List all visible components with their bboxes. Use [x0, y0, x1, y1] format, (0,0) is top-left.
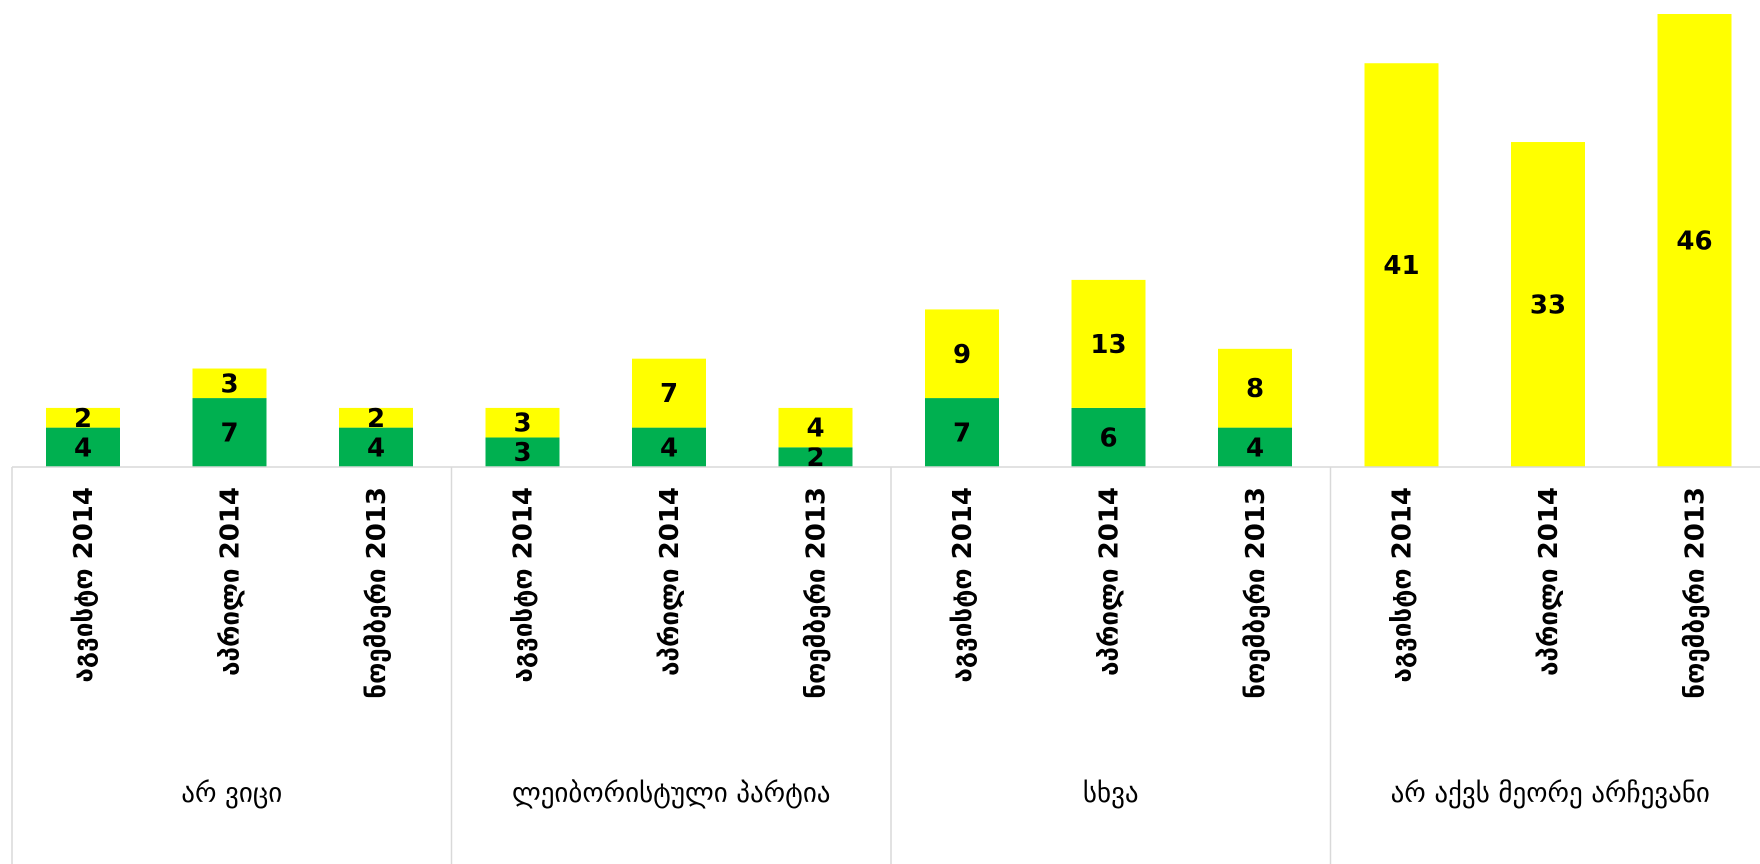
tick-label: აპრილი 2014	[655, 487, 685, 676]
bar-series2-10	[1364, 63, 1439, 467]
data-label-series1-9: 4	[1246, 433, 1264, 463]
data-label-series1-5: 4	[660, 433, 678, 463]
bar-series2-3	[339, 407, 413, 428]
bar-series2-1	[46, 407, 120, 428]
data-label-series1-6: 2	[806, 443, 824, 473]
data-label-series2-7: 9	[953, 340, 971, 370]
bar-series1-7	[925, 398, 999, 467]
bar-series2-9	[1218, 348, 1292, 428]
data-label-series2-1: 2	[74, 404, 92, 434]
data-label-series2-9: 8	[1246, 374, 1264, 404]
bar-series2-12	[1657, 14, 1732, 467]
bar-series1-2	[192, 398, 267, 467]
tick-label: აგვისტო 2014	[1388, 487, 1418, 682]
data-label-series2-4: 3	[513, 409, 531, 439]
bar-series1-4	[485, 437, 560, 467]
tick-label: აპრილი 2014	[1534, 487, 1564, 676]
bar-series2-4	[485, 407, 560, 438]
tick-label: ნოემბერი 2013	[362, 487, 392, 699]
bar-series1-5	[632, 427, 706, 467]
tick-label: ნოემბერი 2013	[1241, 487, 1271, 699]
tick-label: ნოემბერი 2013	[1681, 487, 1711, 699]
bar-series1-1	[46, 427, 120, 467]
tick-label: აპრილი 2014	[216, 487, 246, 676]
bar-series2-11	[1511, 142, 1585, 468]
data-label-series2-11: 33	[1530, 291, 1566, 321]
category-axis: აგვისტო 2014 აპრილი 2014 ნოემბერი 2013 არ ვ…	[11, 466, 1760, 864]
group-label: არ ვიცი	[181, 778, 282, 809]
data-label-series2-5: 7	[660, 379, 678, 409]
data-label-series2-8: 13	[1090, 330, 1126, 360]
bar-series2-2	[192, 368, 267, 399]
data-label-series1-4: 3	[513, 438, 531, 468]
data-label-series2-6: 4	[806, 414, 824, 444]
bar-series1-3	[339, 427, 413, 467]
data-label-series1-7: 7	[953, 419, 971, 449]
bar-series1-6	[778, 447, 853, 467]
data-label-series2-3: 2	[367, 404, 385, 434]
data-label-series1-1: 4	[74, 433, 92, 463]
tick-label: აგვისტო 2014	[509, 487, 539, 682]
bar-series2-5	[632, 358, 706, 428]
tick-label: აგვისტო 2014	[948, 487, 978, 682]
bar-series2-8	[1071, 279, 1146, 408]
tick-label: აგვისტო 2014	[69, 487, 99, 682]
bar-series2-7	[925, 309, 999, 399]
bar-series1-8	[1071, 407, 1146, 467]
data-label-series1-8: 6	[1099, 423, 1117, 453]
data-label-series2-2: 3	[220, 369, 238, 399]
group-label: ლეიბორისტული პარტია	[512, 778, 831, 809]
bar-series2-6	[778, 407, 853, 448]
data-label-series1-2: 7	[220, 419, 238, 449]
data-label-series1-3: 4	[367, 433, 385, 463]
group-label: არ აქვს მეორე არჩევანი	[1391, 778, 1710, 809]
tick-label: აპრილი 2014	[1095, 487, 1125, 676]
data-label-series2-10: 41	[1383, 251, 1419, 281]
data-label-series2-12: 46	[1676, 227, 1712, 257]
group-label: სხვა	[1083, 778, 1139, 809]
bar-series1-9	[1218, 427, 1292, 467]
tick-label: ნოემბერი 2013	[802, 487, 832, 699]
